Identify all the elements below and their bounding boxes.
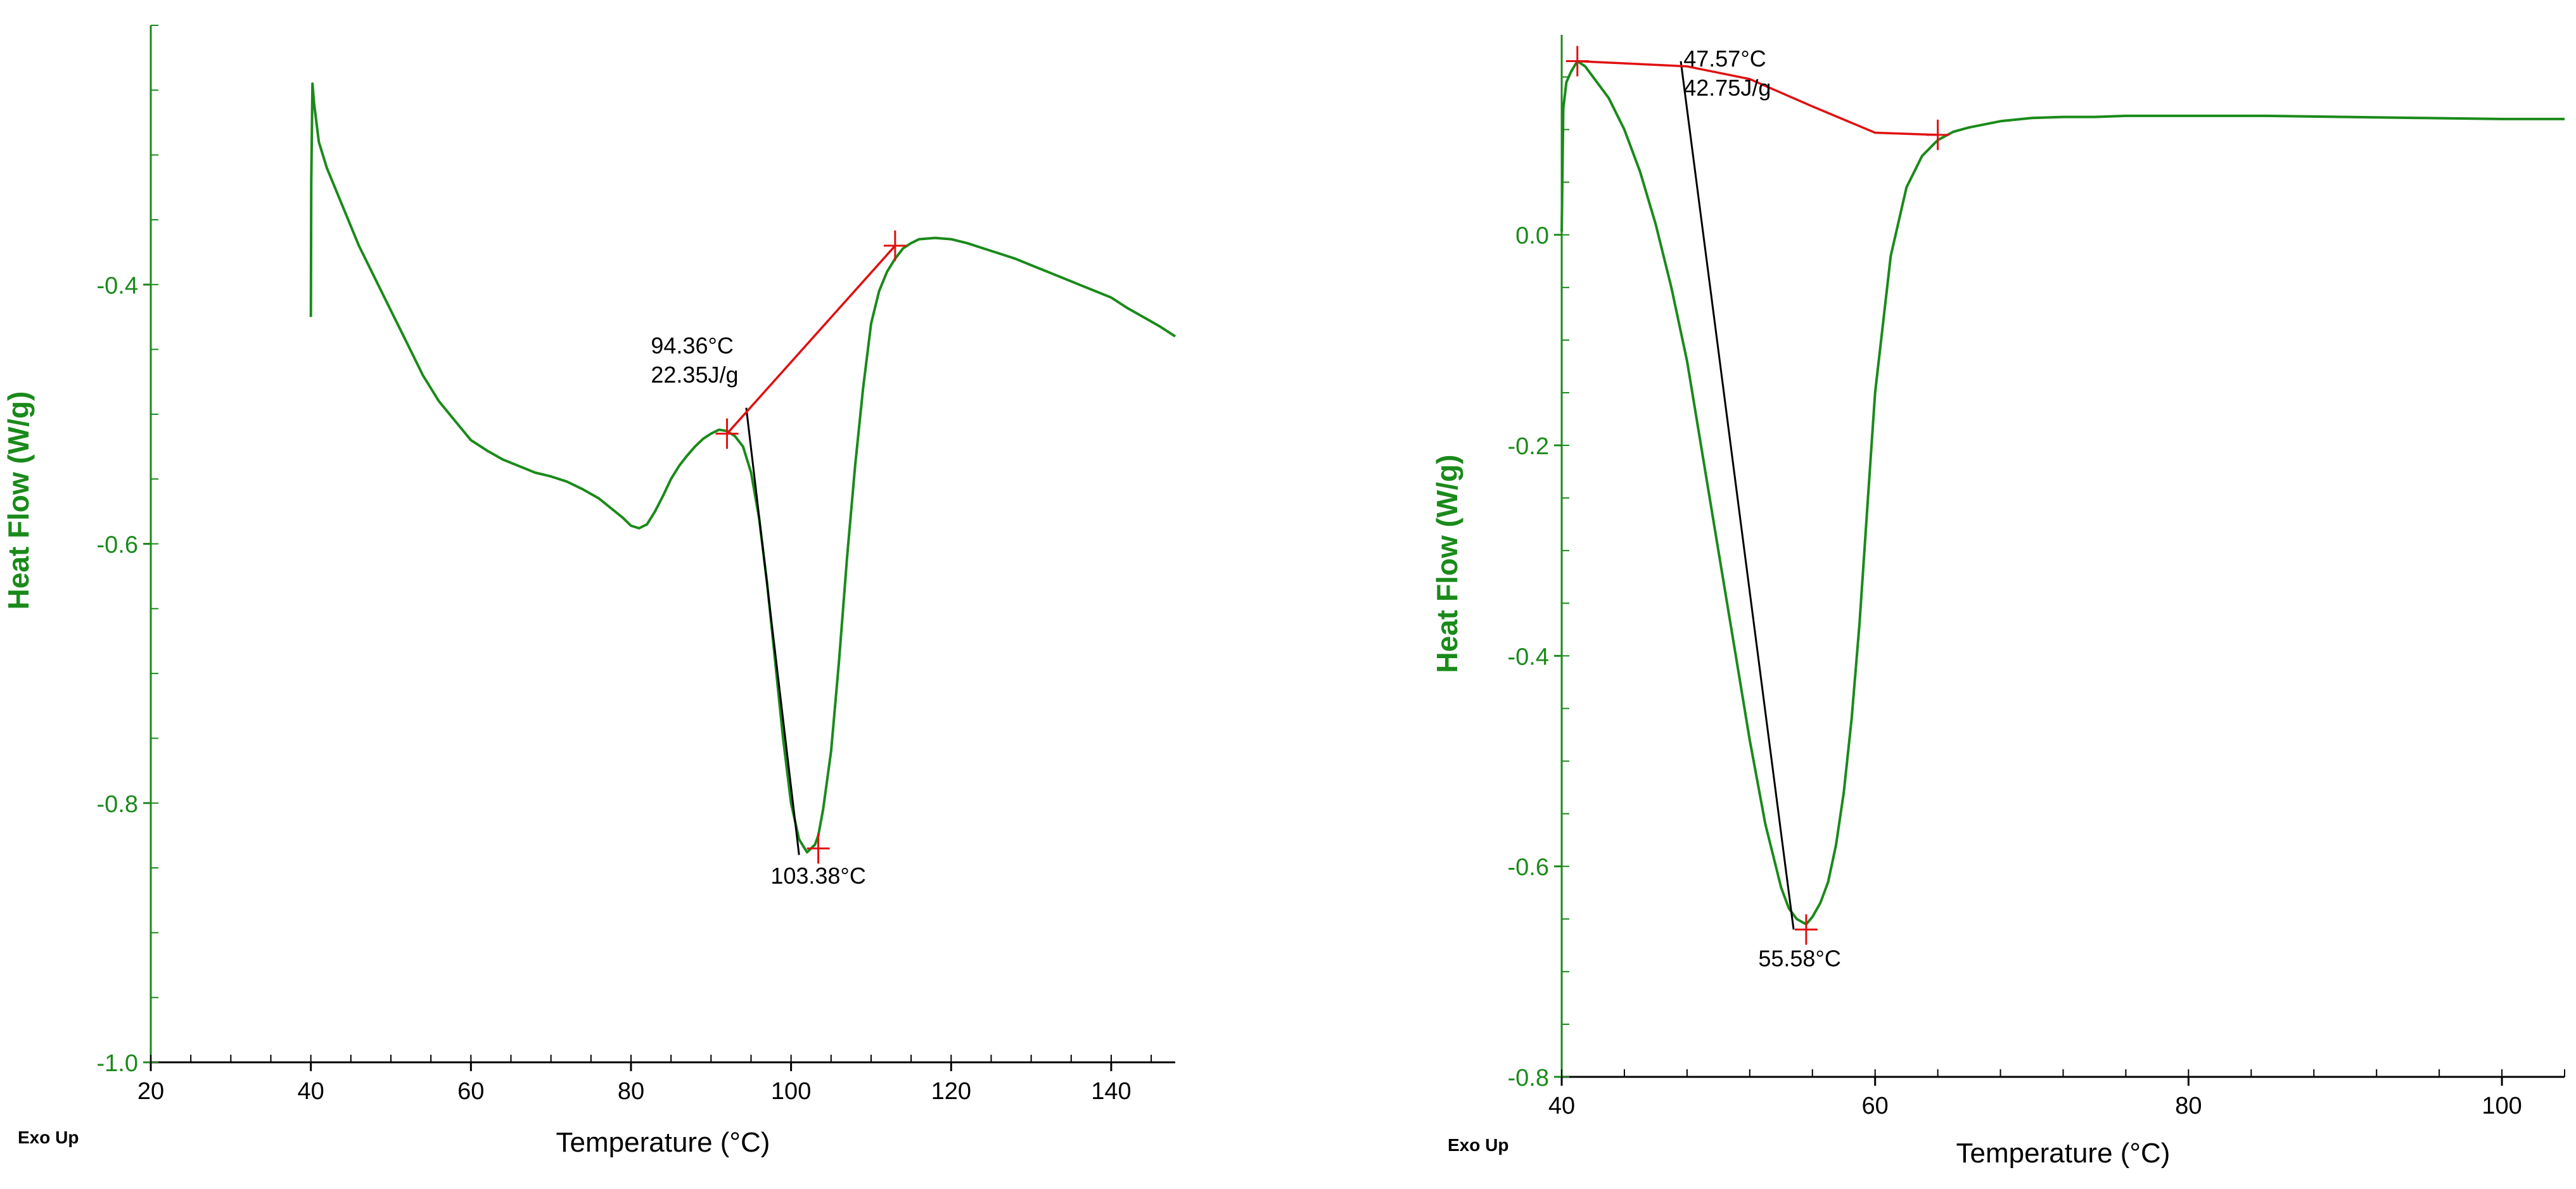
x-tick-label: 120 — [931, 1078, 971, 1105]
onset-annotation-line: 42.75J/g — [1683, 75, 1771, 101]
y-tick-label: -0.4 — [97, 272, 138, 299]
y-tick-label: -0.6 — [97, 532, 138, 559]
x-axis-label: Temperature (°C) — [556, 1127, 770, 1158]
dsc-chart-right: -0.8 -0.6 -0.4 -0.2 0.0 40 60 80 100 Heat Flow (W… — [1431, 35, 2565, 1169]
x-tick-label: 20 — [137, 1078, 164, 1105]
x-tick-label: 140 — [1091, 1078, 1131, 1105]
x-tick-label: 80 — [618, 1078, 644, 1105]
x-tick-label: 80 — [2175, 1093, 2202, 1119]
x-tick-label: 40 — [1548, 1093, 1575, 1119]
x-tick-label: 100 — [2482, 1093, 2522, 1119]
y-tick-label: -1.0 — [97, 1050, 138, 1077]
dsc-chart-left: -1.0 -0.8 -0.6 -0.4 20 40 60 80 100 120 140 Heat Fl… — [2, 25, 1176, 1158]
y-tick-label: 0.0 — [1515, 223, 1549, 250]
y-axis-label: Heat Flow (W/g) — [2, 391, 35, 610]
y-tick-label: -0.2 — [1508, 433, 1549, 460]
x-tick-label: 60 — [457, 1078, 484, 1105]
peak-annotation-line: 103.38°C — [770, 863, 866, 889]
integration-baseline — [1577, 60, 1938, 136]
y-tick-label: -0.6 — [1508, 855, 1549, 881]
exo-up-label: Exo Up — [1448, 1135, 1508, 1155]
exo-up-label: Exo Up — [18, 1128, 79, 1147]
onset-tangent-line — [745, 407, 800, 855]
heat-flow-curve — [1560, 60, 2565, 926]
peak-annotation-line: 55.58°C — [1758, 946, 1840, 972]
onset-annotation-line: 94.36°C — [651, 333, 733, 359]
x-tick-label: 40 — [298, 1078, 324, 1105]
onset-annotation-line: 22.35J/g — [651, 362, 738, 388]
y-axis-label: Heat Flow (W/g) — [1431, 455, 1463, 673]
y-tick-label: -0.8 — [97, 791, 138, 818]
x-tick-label: 100 — [771, 1078, 811, 1105]
heat-flow-curve — [309, 82, 1176, 854]
y-tick-label: -0.8 — [1508, 1065, 1549, 1091]
integration-baseline — [726, 245, 896, 435]
onset-annotation-line: 47.57°C — [1683, 46, 1766, 72]
x-tick-label: 60 — [1862, 1093, 1889, 1119]
x-axis-label: Temperature (°C) — [1956, 1138, 2171, 1169]
y-tick-label: -0.4 — [1508, 644, 1549, 670]
onset-tangent-line — [1680, 61, 1795, 930]
